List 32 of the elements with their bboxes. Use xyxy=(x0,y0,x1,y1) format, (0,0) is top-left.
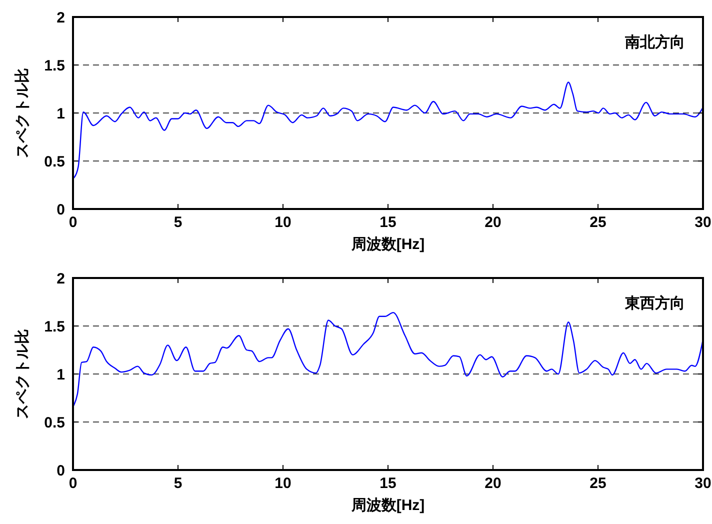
x-axis-title: 周波数[Hz] xyxy=(350,236,425,253)
x-tick-label: 15 xyxy=(380,475,396,492)
y-tick-label: 0 xyxy=(56,201,65,218)
line-series xyxy=(73,312,703,408)
y-axis-title: スペクトル比 xyxy=(14,329,31,419)
text: 南北方向 xyxy=(624,33,685,51)
x-tick-label: 5 xyxy=(174,214,182,231)
x-tick-label: 0 xyxy=(68,475,78,492)
x-tick-label: 25 xyxy=(590,475,606,492)
y-tick-label: 1 xyxy=(56,366,65,384)
y-tick-label: 0.5 xyxy=(44,414,65,432)
x-tick-label: 30 xyxy=(694,475,712,492)
x-tick-label: 10 xyxy=(274,475,292,492)
x-tick-label: 30 xyxy=(694,214,712,231)
line-series xyxy=(73,82,703,179)
y-tick-label: 2 xyxy=(56,9,65,26)
x-tick-label: 25 xyxy=(590,214,606,231)
x-tick-label: 20 xyxy=(484,214,502,231)
y-axis-title: スペクトル比 xyxy=(14,68,31,158)
y-tick-label: 1.5 xyxy=(44,318,65,336)
x-tick-label: 5 xyxy=(174,475,182,492)
y-tick-label: 2 xyxy=(56,270,65,288)
text: 東西方向 xyxy=(624,294,685,312)
y-tick-label: 0 xyxy=(56,462,65,480)
x-axis-title: 周波数[Hz] xyxy=(350,497,425,514)
x-tick-label: 20 xyxy=(484,475,502,492)
x-tick-label: 0 xyxy=(68,214,78,231)
x-tick-label: 15 xyxy=(380,214,396,231)
y-tick-label: 1 xyxy=(56,105,65,122)
y-tick-label: 1.5 xyxy=(44,57,65,74)
x-tick-label: 10 xyxy=(274,214,292,231)
y-tick-label: 0.5 xyxy=(44,153,65,170)
